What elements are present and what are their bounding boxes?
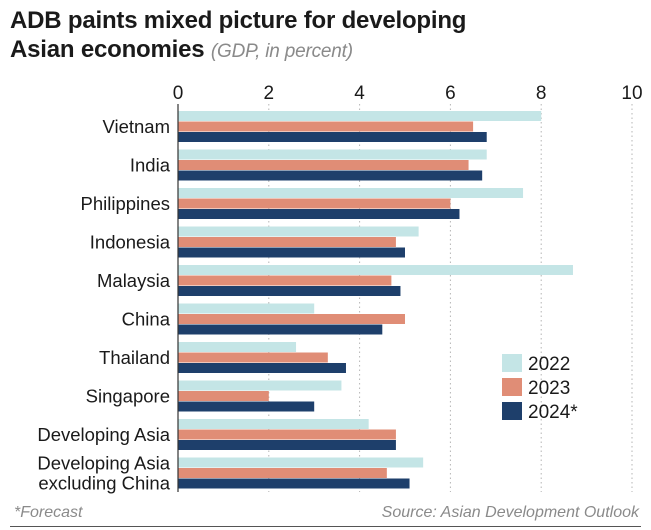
title-line-2-text: Asian economies bbox=[10, 36, 205, 63]
legend-swatch bbox=[502, 402, 522, 420]
category-label: Thailand bbox=[99, 347, 170, 368]
category-label-line: Developing Asia bbox=[37, 452, 170, 473]
bar-2022-9 bbox=[178, 457, 424, 468]
source-note: Source: Asian Development Outlook bbox=[381, 504, 639, 521]
bottom-rule bbox=[10, 526, 641, 527]
bar-2023-2 bbox=[178, 198, 451, 209]
category-label: Vietnam bbox=[102, 116, 170, 137]
bar-2023-1 bbox=[178, 160, 469, 170]
bar-2023-7 bbox=[178, 391, 269, 401]
bar-2024-5 bbox=[178, 324, 383, 335]
category-label-line: India bbox=[130, 154, 171, 175]
footnote: *Forecast bbox=[14, 504, 83, 521]
bar-2024-9 bbox=[178, 478, 410, 489]
category-label: Malaysia bbox=[97, 270, 171, 291]
category-label: China bbox=[122, 308, 171, 329]
category-label-line: Singapore bbox=[86, 385, 170, 406]
category-label-line: Vietnam bbox=[102, 116, 170, 137]
bar-2023-8 bbox=[178, 429, 396, 440]
x-tick-label: 2 bbox=[264, 83, 275, 104]
bar-2024-2 bbox=[178, 209, 460, 219]
bar-2024-4 bbox=[178, 286, 401, 296]
legend-label: 2023 bbox=[528, 378, 570, 399]
bar-2022-2 bbox=[178, 188, 524, 198]
bar-2022-8 bbox=[178, 419, 369, 429]
category-label: Indonesia bbox=[90, 231, 171, 252]
bar-2024-6 bbox=[178, 363, 346, 373]
bar-2022-3 bbox=[178, 226, 419, 237]
category-label: Developing Asia excluding China bbox=[37, 452, 170, 493]
category-label: Developing Asia bbox=[37, 424, 170, 445]
bar-2022-4 bbox=[178, 265, 573, 275]
category-label: Singapore bbox=[86, 385, 170, 406]
bar-2024-3 bbox=[178, 247, 405, 258]
bar-chart: 0 2 4 6 8 10 Vietnam India Philippines Indonesia M… bbox=[37, 83, 642, 493]
category-label: India bbox=[130, 154, 171, 175]
bar-2022-5 bbox=[178, 303, 315, 314]
bar-2022-0 bbox=[178, 111, 542, 121]
bar-2023-3 bbox=[178, 237, 396, 247]
bar-2023-5 bbox=[178, 314, 405, 324]
x-tick-label: 4 bbox=[354, 83, 365, 104]
category-label-line: Developing Asia bbox=[37, 424, 170, 445]
category-label-line: Thailand bbox=[99, 347, 170, 368]
bar-2022-6 bbox=[178, 342, 297, 352]
bar-2024-7 bbox=[178, 401, 315, 412]
bar-2022-7 bbox=[178, 380, 342, 391]
chart-title: ADB paints mixed picture for developing … bbox=[10, 6, 466, 66]
category-label-line: excluding China bbox=[38, 472, 170, 493]
bar-2024-0 bbox=[178, 132, 487, 142]
bar-2023-9 bbox=[178, 468, 387, 478]
title-line-2: Asian economies (GDP, in percent) bbox=[10, 35, 466, 66]
chart-subtitle: (GDP, in percent) bbox=[210, 41, 353, 62]
bar-2024-8 bbox=[178, 440, 396, 450]
x-tick-label: 10 bbox=[621, 83, 642, 104]
bar-2023-6 bbox=[178, 352, 328, 363]
category-label-line: Philippines bbox=[81, 193, 170, 214]
category-label-line: Malaysia bbox=[97, 270, 171, 291]
legend-label: 2022 bbox=[528, 354, 570, 375]
legend-swatch bbox=[502, 354, 522, 372]
bar-2023-0 bbox=[178, 121, 474, 132]
x-tick-label: 0 bbox=[173, 83, 184, 104]
x-tick-label: 8 bbox=[536, 83, 547, 104]
legend-label: 2024* bbox=[528, 402, 578, 423]
category-label-line: Indonesia bbox=[90, 231, 171, 252]
bar-2023-4 bbox=[178, 275, 392, 286]
category-label: Philippines bbox=[81, 193, 170, 214]
title-line-1: ADB paints mixed picture for developing bbox=[10, 7, 467, 34]
x-tick-label: 6 bbox=[445, 83, 456, 104]
bar-2022-1 bbox=[178, 149, 487, 160]
category-label-line: China bbox=[122, 308, 171, 329]
bar-2024-1 bbox=[178, 170, 483, 181]
legend-swatch bbox=[502, 378, 522, 396]
